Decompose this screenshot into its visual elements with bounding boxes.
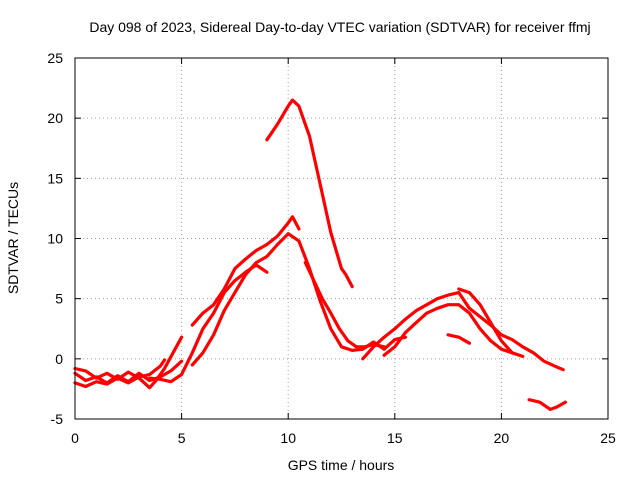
grid-lines xyxy=(75,58,608,419)
series-line-arc-11 xyxy=(457,287,514,355)
y-tick-label: 20 xyxy=(47,110,63,126)
series-line-arc-5 xyxy=(190,215,301,327)
x-tick-label: 25 xyxy=(600,430,616,446)
plot-frame xyxy=(74,57,609,420)
series-line-arc-10 xyxy=(382,303,525,358)
y-tick-label: 0 xyxy=(55,351,63,367)
x-axis-label: GPS time / hours xyxy=(288,457,395,473)
x-tick-label: 15 xyxy=(387,430,403,446)
y-tick-label: 25 xyxy=(47,50,63,66)
y-tick-label: 15 xyxy=(47,170,63,186)
series-line-arc-2 xyxy=(73,335,184,390)
series-line-arc-12 xyxy=(446,333,471,345)
axis-ticks: 0 5 10 15 20 25 -5 0 5 10 15 20 25 xyxy=(47,50,616,446)
y-axis-label: SDTVAR / TECUs xyxy=(5,182,21,294)
y-tick-label: 5 xyxy=(55,291,63,307)
x-tick-label: 5 xyxy=(178,430,186,446)
x-tick-label: 10 xyxy=(280,430,296,446)
y-tick-label: -5 xyxy=(51,411,64,427)
data-series xyxy=(73,98,568,411)
series-line-arc-13 xyxy=(527,398,568,411)
x-tick-label: 0 xyxy=(71,430,79,446)
series-line-arc-9 xyxy=(361,291,565,372)
y-tick-label: 10 xyxy=(47,231,63,247)
x-tick-label: 20 xyxy=(494,430,510,446)
series-line-arc-8 xyxy=(303,261,386,349)
series-line-arc-3 xyxy=(73,358,167,389)
series-line-arc-7 xyxy=(265,98,354,289)
chart-title: Day 098 of 2023, Sidereal Day-to-day VTE… xyxy=(89,19,590,35)
